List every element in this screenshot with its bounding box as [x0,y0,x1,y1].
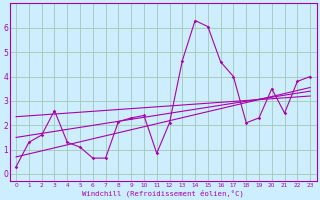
X-axis label: Windchill (Refroidissement éolien,°C): Windchill (Refroidissement éolien,°C) [82,189,244,197]
